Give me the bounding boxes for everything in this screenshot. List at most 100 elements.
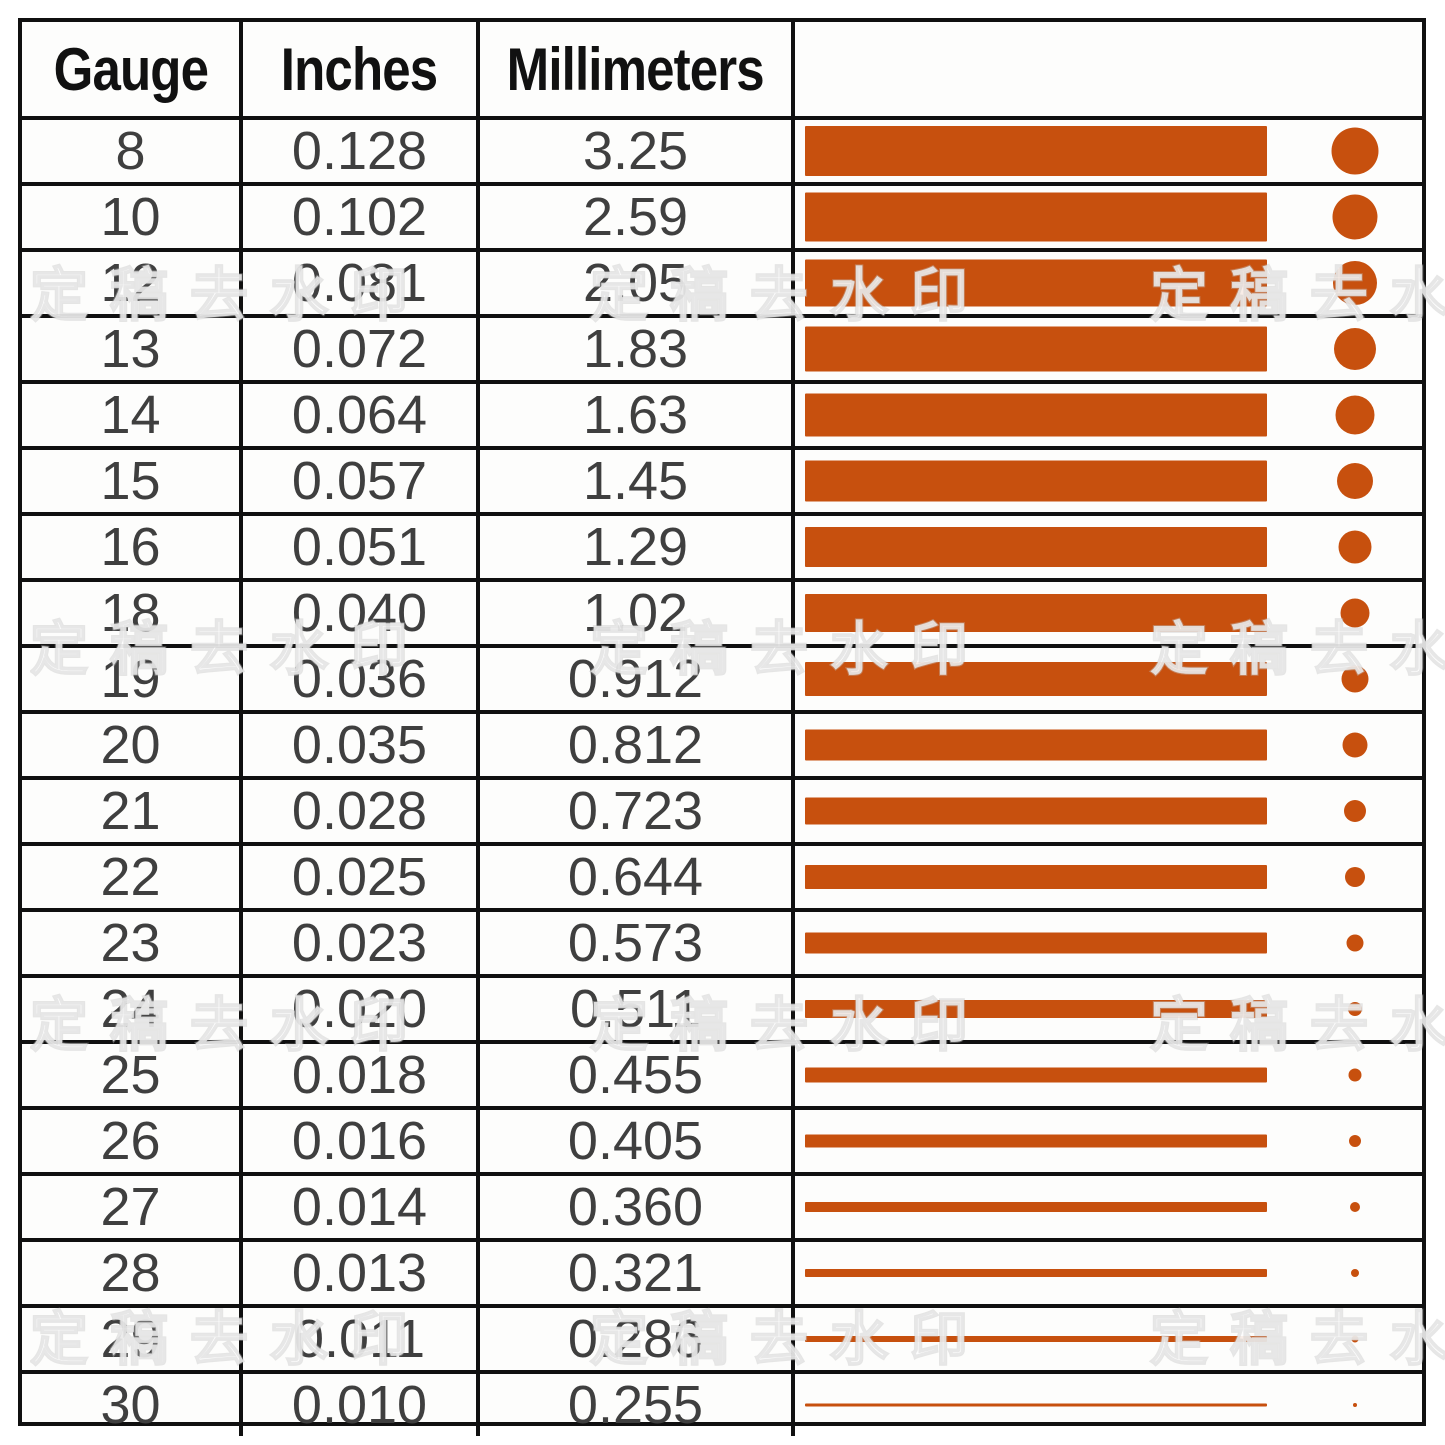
millimeters-cell: 0.360 (480, 1176, 795, 1238)
wire-thickness-bar (805, 865, 1267, 889)
visual-cell (795, 1242, 1422, 1304)
millimeters-cell: 2.05 (480, 252, 795, 314)
wire-cross-section-dot (1335, 395, 1375, 435)
inches-cell: 0.072 (243, 318, 480, 380)
table-row: 25 0.018 0.455 (22, 1044, 1422, 1110)
table-row: 15 0.057 1.45 (22, 450, 1422, 516)
table-row: 19 0.036 0.912 (22, 648, 1422, 714)
millimeters-cell: 1.83 (480, 318, 795, 380)
wire-thickness-bar (805, 192, 1267, 242)
header-inches: Inches (243, 22, 480, 116)
wire-thickness-bar (805, 1269, 1267, 1277)
visual-cell (795, 1374, 1422, 1436)
gauge-cell: 16 (22, 516, 243, 578)
wire-thickness-bar (805, 1134, 1267, 1148)
wire-cross-section-dot (1350, 1202, 1360, 1212)
gauge-cell: 10 (22, 186, 243, 248)
wire-thickness-bar (805, 326, 1267, 372)
inches-cell: 0.081 (243, 252, 480, 314)
wire-cross-section-dot (1348, 1002, 1362, 1016)
wire-thickness-bar (805, 729, 1267, 761)
visual-cell (795, 582, 1422, 644)
gauge-cell: 23 (22, 912, 243, 974)
visual-cell (795, 384, 1422, 446)
table-header-row: Gauge Inches Millimeters (22, 22, 1422, 120)
visual-cell (795, 648, 1422, 710)
millimeters-cell: 2.59 (480, 186, 795, 248)
gauge-cell: 13 (22, 318, 243, 380)
millimeters-cell: 1.29 (480, 516, 795, 578)
visual-cell (795, 1044, 1422, 1106)
table-row: 18 0.040 1.02 (22, 582, 1422, 648)
wire-cross-section-dot (1338, 530, 1372, 564)
wire-thickness-bar (805, 259, 1267, 307)
table-row: 14 0.064 1.63 (22, 384, 1422, 450)
inches-cell: 0.102 (243, 186, 480, 248)
millimeters-cell: 0.912 (480, 648, 795, 710)
visual-cell (795, 252, 1422, 314)
millimeters-cell: 0.723 (480, 780, 795, 842)
visual-cell (795, 450, 1422, 512)
wire-thickness-bar (805, 460, 1267, 502)
gauge-cell: 15 (22, 450, 243, 512)
gauge-cell: 12 (22, 252, 243, 314)
millimeters-cell: 1.02 (480, 582, 795, 644)
visual-cell (795, 1110, 1422, 1172)
millimeters-cell: 0.286 (480, 1308, 795, 1370)
header-inches-label: Inches (281, 35, 438, 103)
visual-cell (795, 1176, 1422, 1238)
wire-cross-section-dot (1346, 934, 1364, 952)
gauge-cell: 18 (22, 582, 243, 644)
visual-cell (795, 186, 1422, 248)
wire-thickness-bar (805, 1067, 1267, 1083)
gauge-cell: 24 (22, 978, 243, 1040)
millimeters-cell: 0.255 (480, 1374, 795, 1436)
wire-cross-section-dot (1348, 1068, 1362, 1082)
table-row: 29 0.011 0.286 (22, 1308, 1422, 1374)
table-row: 16 0.051 1.29 (22, 516, 1422, 582)
visual-cell (795, 318, 1422, 380)
gauge-cell: 22 (22, 846, 243, 908)
inches-cell: 0.025 (243, 846, 480, 908)
visual-cell (795, 1308, 1422, 1370)
header-millimeters-label: Millimeters (506, 35, 765, 103)
millimeters-cell: 0.812 (480, 714, 795, 776)
gauge-cell: 21 (22, 780, 243, 842)
table-row: 12 0.081 2.05 (22, 252, 1422, 318)
inches-cell: 0.036 (243, 648, 480, 710)
wire-thickness-bar (805, 662, 1267, 696)
millimeters-cell: 1.45 (480, 450, 795, 512)
wire-cross-section-dot (1337, 463, 1373, 499)
table-row: 8 0.128 3.25 (22, 120, 1422, 186)
wire-cross-section-dot (1340, 598, 1370, 628)
millimeters-cell: 0.321 (480, 1242, 795, 1304)
wire-thickness-bar (805, 527, 1267, 567)
table-row: 26 0.016 0.405 (22, 1110, 1422, 1176)
millimeters-cell: 0.573 (480, 912, 795, 974)
gauge-cell: 28 (22, 1242, 243, 1304)
table-row: 22 0.025 0.644 (22, 846, 1422, 912)
inches-cell: 0.018 (243, 1044, 480, 1106)
wire-thickness-bar (805, 1202, 1267, 1212)
table-rows: 8 0.128 3.25 10 0.102 2.59 12 0.081 2.05… (22, 120, 1422, 1436)
gauge-cell: 14 (22, 384, 243, 446)
wire-cross-section-dot (1334, 328, 1376, 370)
table-row: 21 0.028 0.723 (22, 780, 1422, 846)
millimeters-cell: 0.455 (480, 1044, 795, 1106)
inches-cell: 0.013 (243, 1242, 480, 1304)
millimeters-cell: 0.644 (480, 846, 795, 908)
wire-thickness-bar (805, 126, 1267, 176)
table-row: 30 0.010 0.255 (22, 1374, 1422, 1436)
inches-cell: 0.028 (243, 780, 480, 842)
inches-cell: 0.010 (243, 1374, 480, 1436)
inches-cell: 0.040 (243, 582, 480, 644)
gauge-cell: 8 (22, 120, 243, 182)
millimeters-cell: 0.511 (480, 978, 795, 1040)
gauge-cell: 19 (22, 648, 243, 710)
gauge-cell: 20 (22, 714, 243, 776)
inches-cell: 0.128 (243, 120, 480, 182)
inches-cell: 0.023 (243, 912, 480, 974)
wire-thickness-bar (805, 797, 1267, 825)
header-millimeters: Millimeters (480, 22, 795, 116)
table-row: 27 0.014 0.360 (22, 1176, 1422, 1242)
